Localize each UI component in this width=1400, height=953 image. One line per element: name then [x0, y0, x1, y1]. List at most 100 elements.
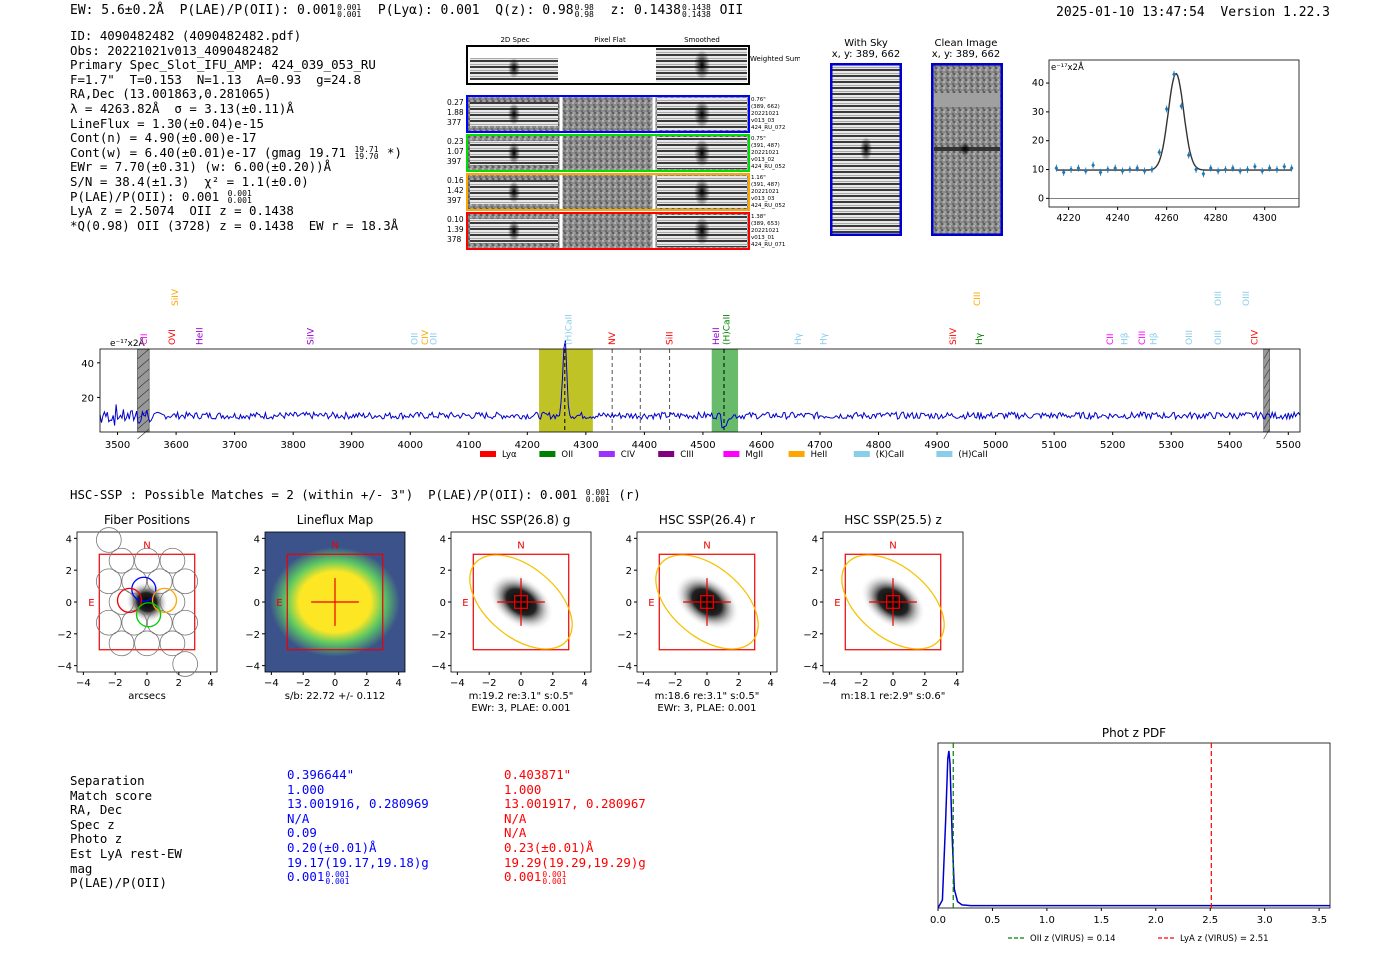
- cutout-left-label: 1.39: [447, 225, 464, 234]
- match-plae-sub: 0.001: [325, 876, 350, 886]
- panel-ytick-label: −2: [431, 630, 446, 641]
- contw-sup: 19.71: [354, 145, 379, 155]
- panel-xtick-label: −2: [668, 678, 683, 689]
- panel-ytick-label: 4: [440, 534, 446, 545]
- spectrum-legend-swatch: [853, 451, 870, 457]
- fit-xtick-label: 4300: [1253, 213, 1277, 224]
- with-sky-xy: x, y: 389, 662: [831, 49, 901, 60]
- cutout-right-label: 20221021: [751, 111, 779, 117]
- cutout-right-label: v013_02: [751, 157, 775, 163]
- panel-ytick-label: 4: [812, 534, 818, 545]
- qz-sup: 0.98: [574, 2, 594, 12]
- panel-caption: s/b: 22.72 +/- 0.112: [285, 691, 385, 702]
- spectrum-line-label: Hβ: [1150, 332, 1160, 345]
- spectrum-ylabel: e⁻¹⁷x2Å: [110, 337, 146, 349]
- spectrum-line-label: Hβ: [1120, 332, 1130, 345]
- with-sky-image: [830, 63, 902, 236]
- spectrum-line-label: OIII: [1242, 291, 1252, 306]
- cutout-frame: [466, 134, 750, 172]
- spectrum-line-label: CII: [1106, 333, 1116, 345]
- panel-caption: m:18.1 re:2.9" s:0.6": [841, 691, 946, 702]
- fit-ytick-label: 10: [1032, 165, 1044, 176]
- fiber-circle: [108, 589, 135, 615]
- cutout-right-label: 0.76": [751, 97, 766, 103]
- spectrum-line-label: OIII: [1214, 291, 1224, 306]
- match-value: 0.396644": [287, 767, 355, 782]
- spectrum-line-label: OII: [430, 333, 440, 345]
- fit-data-point: [1069, 166, 1073, 173]
- spectrum-hatch-line: [1263, 358, 1270, 370]
- contw-sub: 19.70: [354, 152, 379, 162]
- z-line: OII: [719, 3, 744, 18]
- pdf-legend-label: OII z (VIRUS) = 0.14: [1030, 934, 1116, 944]
- panel-caption-2: EWr: 3, PLAE: 0.001: [657, 703, 756, 714]
- spectrum-legend-swatch: [723, 451, 740, 457]
- spectrum-hatch-line: [1263, 368, 1270, 380]
- panel-xtick-label: 0: [332, 678, 338, 689]
- panel-caption: m:18.6 re:3.1" s:0.5": [655, 691, 760, 702]
- north-label: N: [143, 540, 150, 551]
- spectrum-line-label: OVI: [168, 329, 178, 345]
- match-plae-value: 0.001: [287, 869, 325, 885]
- fit-data-point: [1164, 106, 1169, 112]
- cutout-right-label: (389, 653): [751, 221, 780, 227]
- panel-caption: arcsecs: [128, 691, 166, 702]
- match-labels: Separation Match score RA, Dec Spec z Photo …: [70, 773, 182, 891]
- spectrum-hatch-line: [137, 388, 150, 400]
- image-panel: HSC SSP(25.5) z N E −4 −2 0 2 4 4 2 0 −2 −4 m:18.1 re…: [803, 513, 964, 702]
- spectrum-line-label: CIII: [1138, 331, 1148, 345]
- match-label: Match score: [70, 787, 153, 803]
- panel-ytick-label: −4: [57, 662, 72, 673]
- spectrum-xtick-label: 3700: [222, 440, 247, 451]
- panel-xtick-label: 0: [518, 678, 524, 689]
- spectrum-line-label: (H)CaII: [722, 314, 732, 345]
- header-timestamp: 2025-01-10 13:47:54 Version 1.22.3: [1056, 5, 1330, 20]
- clean-xy: x, y: 389, 662: [931, 49, 1001, 60]
- info-contn: Cont(n) = 4.90(±0.00)e-17: [70, 130, 257, 146]
- fit-ylabel: e⁻¹⁷x2Å: [1051, 61, 1084, 73]
- fit-data-point: [1157, 149, 1162, 155]
- panel-xtick-label: 4: [581, 678, 587, 689]
- spectrum-xtick-label: 3900: [339, 440, 364, 451]
- fit-data-point: [1179, 103, 1184, 109]
- spectra-cutouts: 2D Spec Pixel Flat Smoothed Weighted Sum…: [447, 36, 800, 250]
- fiber-circle: [96, 527, 122, 553]
- fit-data-point: [1076, 165, 1081, 171]
- fit-data-point: [1083, 168, 1088, 174]
- spectrum-legend-label: OII: [561, 450, 573, 460]
- match-value: 13.001917, 0.280967: [504, 796, 646, 812]
- fit-data-point: [1208, 165, 1213, 171]
- cutout-right-label: 424_RU_071: [751, 242, 785, 248]
- spectrum-line-label: CII: [140, 333, 150, 345]
- fit-data-point: [1142, 168, 1147, 174]
- spectrum-line-label: (H)CaII: [564, 314, 574, 345]
- fit-data-point: [1231, 165, 1235, 171]
- spectrum-xtick-label: 4800: [866, 440, 891, 451]
- fit-data-point: [1061, 169, 1066, 176]
- pdf-line: [937, 750, 1330, 909]
- spectrum-line-label: CIV: [1250, 329, 1260, 345]
- match-plae-sub: 0.001: [542, 876, 567, 886]
- image-panels: Fiber Positions N E −4 −2 0 2 4 4 2 0 −2 −4 arcsecs Li…: [57, 513, 964, 714]
- spectrum-hatch-line: [1263, 348, 1270, 360]
- fiber-circle: [172, 651, 198, 677]
- panel-ytick-label: 0: [812, 598, 818, 609]
- spectrum-xtick-label: 4300: [573, 440, 598, 451]
- cutout-right-label: 1.16": [751, 175, 766, 181]
- info-q: *Q(0.98) OII (3728) z = 0.1438 EW r = 18…: [70, 217, 399, 233]
- cutout-2d-blob: [508, 103, 520, 125]
- east-label: E: [462, 598, 468, 609]
- hsc-summary: HSC-SSP : Possible Matches = 2 (within +…: [70, 487, 641, 503]
- match-value: 0.09: [287, 825, 317, 841]
- plae-header-sup: 0.001: [337, 2, 362, 12]
- info-primary: Primary Spec_Slot_IFU_AMP: 424_039_053_R…: [70, 57, 376, 73]
- info-id: ID: 4090482482 (4090482482.pdf): [70, 28, 302, 43]
- fit-data-point: [1135, 165, 1140, 171]
- spectrum-line-label: SiIV: [307, 327, 317, 345]
- spectrum-legend-swatch: [788, 451, 805, 457]
- panel-xtick-label: −4: [822, 678, 837, 689]
- hsc-sub: 0.001: [585, 494, 610, 504]
- ew-value: EW: 5.6±0.2Å: [70, 3, 164, 18]
- cutout-smooth-blob: [694, 217, 710, 245]
- match-value: N/A: [287, 810, 310, 826]
